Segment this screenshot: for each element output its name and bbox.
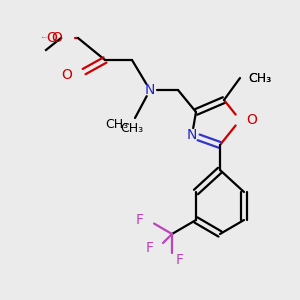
Text: O: O: [46, 31, 57, 45]
Text: CH₃: CH₃: [248, 71, 271, 85]
Text: O: O: [61, 68, 72, 82]
Text: F: F: [176, 253, 184, 267]
Text: F: F: [136, 213, 144, 227]
Text: F: F: [146, 241, 154, 255]
Text: methoxy: methoxy: [42, 37, 48, 38]
Text: CH₃: CH₃: [120, 122, 144, 135]
Text: O: O: [246, 113, 257, 127]
Text: CH₃: CH₃: [105, 118, 128, 130]
Text: O: O: [51, 31, 62, 45]
Text: CH₃: CH₃: [248, 71, 271, 85]
Text: N: N: [145, 83, 155, 97]
Text: N: N: [187, 128, 197, 142]
